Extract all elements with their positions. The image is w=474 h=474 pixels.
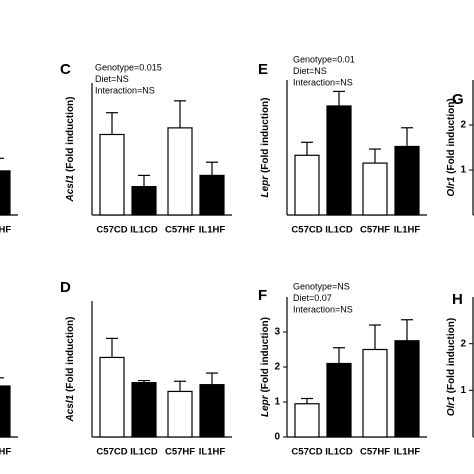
bar	[394, 145, 420, 216]
y-tick-label: 2	[460, 338, 466, 349]
gene-name: Olr1	[446, 176, 457, 196]
y-label-text: (Fold induction)	[65, 96, 76, 172]
y-label-text: (Fold induction)	[260, 98, 271, 174]
y-axis-label: Acsl1 (Fold induction)	[65, 316, 76, 422]
y-label-text: (Fold induction)	[446, 318, 457, 394]
bar	[0, 170, 11, 216]
annotation: Interaction=NS	[293, 304, 353, 314]
x-tick-label: IL1HF	[394, 225, 421, 236]
gene-name: Olr1	[446, 396, 457, 416]
y-label-text: (Fold induction)	[65, 316, 76, 392]
bar	[294, 403, 320, 438]
annotation: Genotype=0.01	[293, 54, 355, 64]
annotation: Diet=NS	[293, 66, 327, 76]
bar	[294, 154, 320, 216]
annotation: Genotype=0.015	[95, 62, 162, 72]
y-tick-label: 1	[274, 397, 280, 408]
bar	[131, 186, 157, 216]
x-tick-label: IL1HF	[199, 225, 226, 236]
x-tick-label: IL1HF	[0, 447, 11, 458]
y-axis-label: Lepr (Fold induction)	[260, 317, 271, 417]
y-label-text: (Fold induction)	[446, 98, 457, 174]
bar	[199, 384, 225, 438]
gene-name: Lepr	[260, 175, 271, 198]
y-tick-label: 3	[274, 327, 280, 338]
x-tick-label: IL1HF	[394, 447, 421, 458]
y-tick-label: 1	[460, 165, 466, 176]
annotation: Interaction=NS	[95, 85, 155, 95]
y-tick-label: 0	[274, 432, 280, 443]
bar	[131, 382, 157, 438]
y-axis-label: Acsl1 (Fold induction)	[65, 96, 76, 202]
gene-name: Acsl1	[65, 174, 76, 202]
bar	[326, 105, 352, 216]
gene-name: Acsl1	[65, 394, 76, 422]
panel-letter: H	[452, 291, 463, 308]
x-tick-label: C57CD	[291, 225, 322, 236]
x-tick-label: IL1CD	[130, 447, 158, 458]
x-tick-label: IL1HF	[0, 225, 11, 236]
annotation: Genotype=NS	[293, 281, 350, 291]
bar	[167, 127, 193, 216]
x-tick-label: C57HF	[360, 225, 390, 236]
y-tick-label: 2	[460, 120, 466, 131]
gene-name: Lepr	[260, 394, 271, 417]
y-axis-label: Olr1 (Fold induction)	[446, 318, 457, 416]
x-tick-label: IL1HF	[199, 447, 226, 458]
bar	[99, 133, 125, 216]
bar	[199, 174, 225, 216]
x-tick-label: C57HF	[360, 447, 390, 458]
y-tick-label: 2	[274, 362, 280, 373]
x-tick-label: IL1CD	[325, 225, 353, 236]
panel-letter: D	[60, 279, 71, 296]
bar	[326, 362, 352, 438]
x-tick-label: C57CD	[96, 447, 127, 458]
x-tick-label: C57CD	[291, 447, 322, 458]
x-tick-label: C57HF	[165, 447, 195, 458]
x-tick-label: IL1CD	[130, 225, 158, 236]
x-tick-label: IL1CD	[325, 447, 353, 458]
x-tick-label: C57CD	[96, 225, 127, 236]
panel-letter: C	[60, 61, 71, 78]
y-label-text: (Fold induction)	[260, 317, 271, 393]
y-tick-label: 1	[460, 385, 466, 396]
bar	[394, 340, 420, 438]
bar	[0, 385, 11, 438]
y-axis-label: Olr1 (Fold induction)	[446, 98, 457, 196]
bar	[362, 348, 388, 438]
x-tick-label: C57HF	[165, 225, 195, 236]
annotation: Diet=0.07	[293, 293, 332, 303]
panel-letter: F	[258, 287, 267, 304]
y-axis-label: Lepr (Fold induction)	[260, 98, 271, 198]
panel-letter: E	[258, 61, 268, 78]
bar	[362, 162, 388, 216]
bar	[99, 356, 125, 438]
bar	[167, 390, 193, 438]
annotation: Interaction=NS	[293, 77, 353, 87]
annotation: Diet=NS	[95, 74, 129, 84]
panel-letter: G	[452, 91, 464, 108]
